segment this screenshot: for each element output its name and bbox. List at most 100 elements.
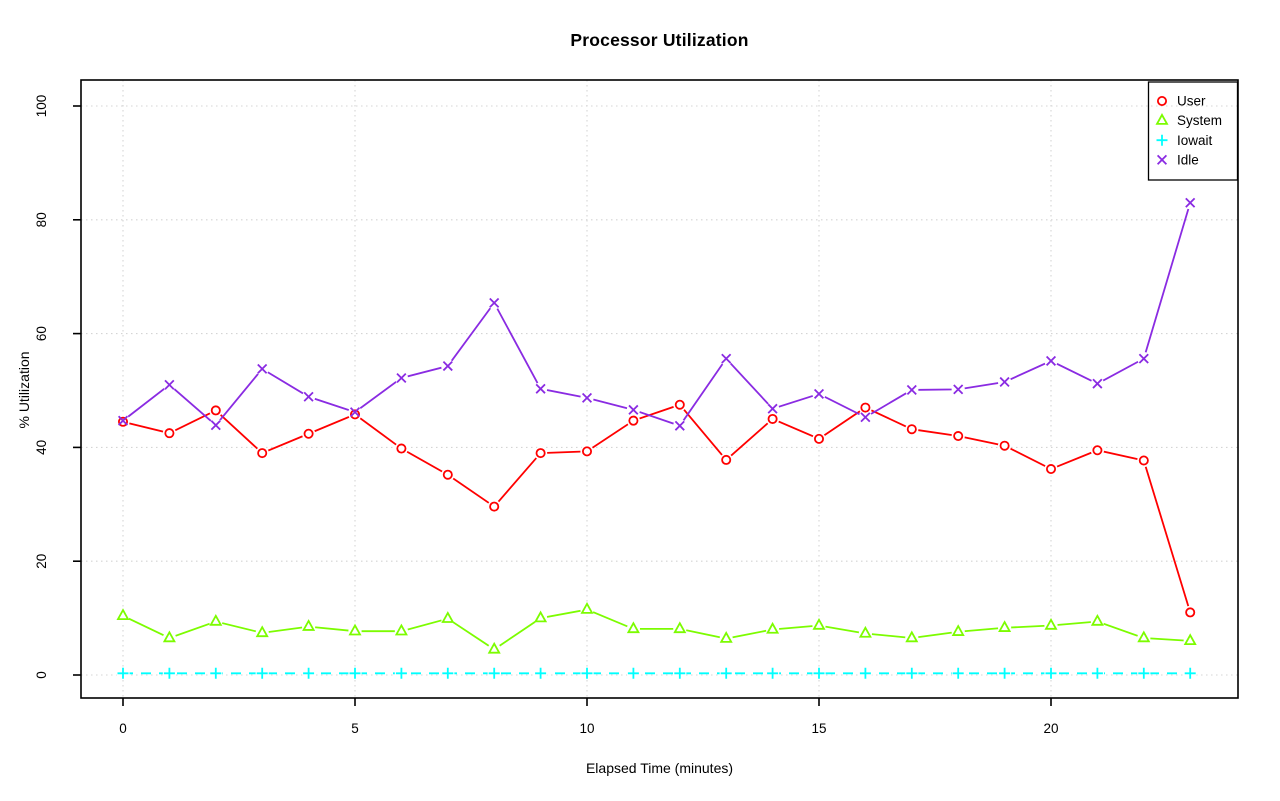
plus-marker	[163, 667, 175, 679]
plus-marker	[1091, 667, 1103, 679]
circle-marker	[1185, 607, 1196, 618]
circle-marker	[349, 409, 360, 420]
axes: 0 20 40 60 80 100 0 5 10 15 20	[34, 79, 1239, 736]
plus-marker	[535, 667, 547, 679]
triangle-marker	[905, 630, 919, 643]
circle-marker	[628, 415, 639, 426]
circle-marker	[1138, 455, 1149, 466]
triangle-marker	[302, 619, 316, 631]
triangle-marker	[162, 630, 176, 643]
series-line-idle	[122, 202, 1192, 427]
plus-marker	[1045, 667, 1057, 679]
x-marker	[628, 404, 639, 415]
y-tick-label: 60	[34, 326, 49, 341]
plus-marker	[117, 667, 129, 679]
polyline	[122, 202, 1192, 427]
triangle-marker	[766, 621, 780, 634]
plus-marker	[906, 667, 918, 679]
x-marker	[813, 388, 825, 399]
triangle-marker	[1044, 617, 1058, 630]
x-marker	[906, 384, 917, 395]
x-marker	[257, 363, 268, 374]
plus-marker	[720, 667, 732, 679]
legend-label-iowait: Iowait	[1177, 133, 1213, 148]
triangle-marker	[1155, 113, 1169, 125]
circle-marker	[814, 433, 825, 444]
triangle-marker	[812, 617, 826, 630]
x-marker	[117, 415, 129, 426]
plus-marker	[767, 667, 779, 679]
plus-marker	[1138, 667, 1150, 679]
circle-marker	[303, 428, 314, 439]
triangle-marker	[116, 608, 130, 621]
series-line-system	[122, 608, 1191, 651]
plus-marker	[1156, 134, 1168, 146]
x-marker	[1045, 355, 1057, 366]
x-marker	[674, 420, 685, 431]
x-axis-label: Elapsed Time (minutes)	[585, 760, 734, 776]
x-marker	[860, 412, 871, 423]
circle-marker	[396, 443, 407, 454]
plus-marker	[210, 667, 222, 679]
circle-marker	[1092, 445, 1103, 456]
x-tick-label: 0	[119, 721, 127, 736]
x-marker	[303, 391, 314, 402]
plus-marker	[627, 667, 639, 679]
plus-marker	[442, 667, 454, 679]
triangle-marker	[858, 625, 872, 638]
chart-title: Processor Utilization	[570, 30, 749, 50]
triangle-marker	[255, 625, 269, 638]
circle-marker	[1046, 464, 1057, 475]
y-axis-label: % Utilization	[16, 351, 32, 429]
circle-marker	[442, 469, 453, 480]
series-line-user	[122, 403, 1192, 613]
plus-marker	[674, 667, 686, 679]
plus-marker	[349, 667, 361, 679]
triangle-marker	[209, 613, 223, 626]
y-tick-label: 80	[34, 212, 49, 227]
legend-label-user: User	[1177, 94, 1206, 109]
series-markers-system	[116, 602, 1197, 654]
x-marker	[535, 383, 546, 394]
triangle-marker	[580, 602, 594, 614]
circle-marker	[953, 431, 964, 442]
circle-marker	[860, 402, 871, 413]
circle-marker	[489, 501, 500, 512]
triangle-marker	[673, 621, 687, 634]
triangle-marker	[394, 623, 408, 636]
plus-marker	[256, 667, 268, 679]
plus-marker	[581, 667, 593, 679]
circle-marker	[582, 446, 593, 457]
plot-border	[80, 79, 1239, 699]
triangle-marker	[487, 641, 501, 654]
triangle-marker	[1137, 630, 1151, 643]
circle-marker	[118, 416, 129, 427]
x-marker	[1092, 378, 1103, 389]
triangle-marker	[626, 621, 640, 634]
x-marker	[1156, 154, 1168, 165]
x-tick-label: 5	[351, 721, 359, 736]
triangle-marker	[719, 631, 733, 643]
x-marker	[581, 392, 593, 403]
circle-marker	[210, 405, 221, 416]
plus-marker	[303, 667, 315, 679]
x-tick-label: 20	[1043, 721, 1058, 736]
y-tick-label: 40	[34, 440, 49, 455]
gridlines	[81, 80, 1238, 698]
triangle-marker	[998, 620, 1012, 632]
x-marker	[999, 376, 1010, 388]
circle-marker	[1157, 96, 1168, 107]
x-marker	[1185, 197, 1196, 208]
triangle-marker	[1090, 613, 1104, 626]
circle-marker	[674, 399, 685, 410]
polyline	[122, 403, 1192, 613]
legend-box	[1147, 81, 1239, 181]
circle-marker	[535, 448, 546, 459]
circle-marker	[721, 454, 732, 465]
x-marker	[349, 407, 361, 418]
y-tick-label: 20	[34, 554, 49, 569]
x-marker	[953, 384, 964, 395]
triangle-marker	[1183, 633, 1197, 646]
